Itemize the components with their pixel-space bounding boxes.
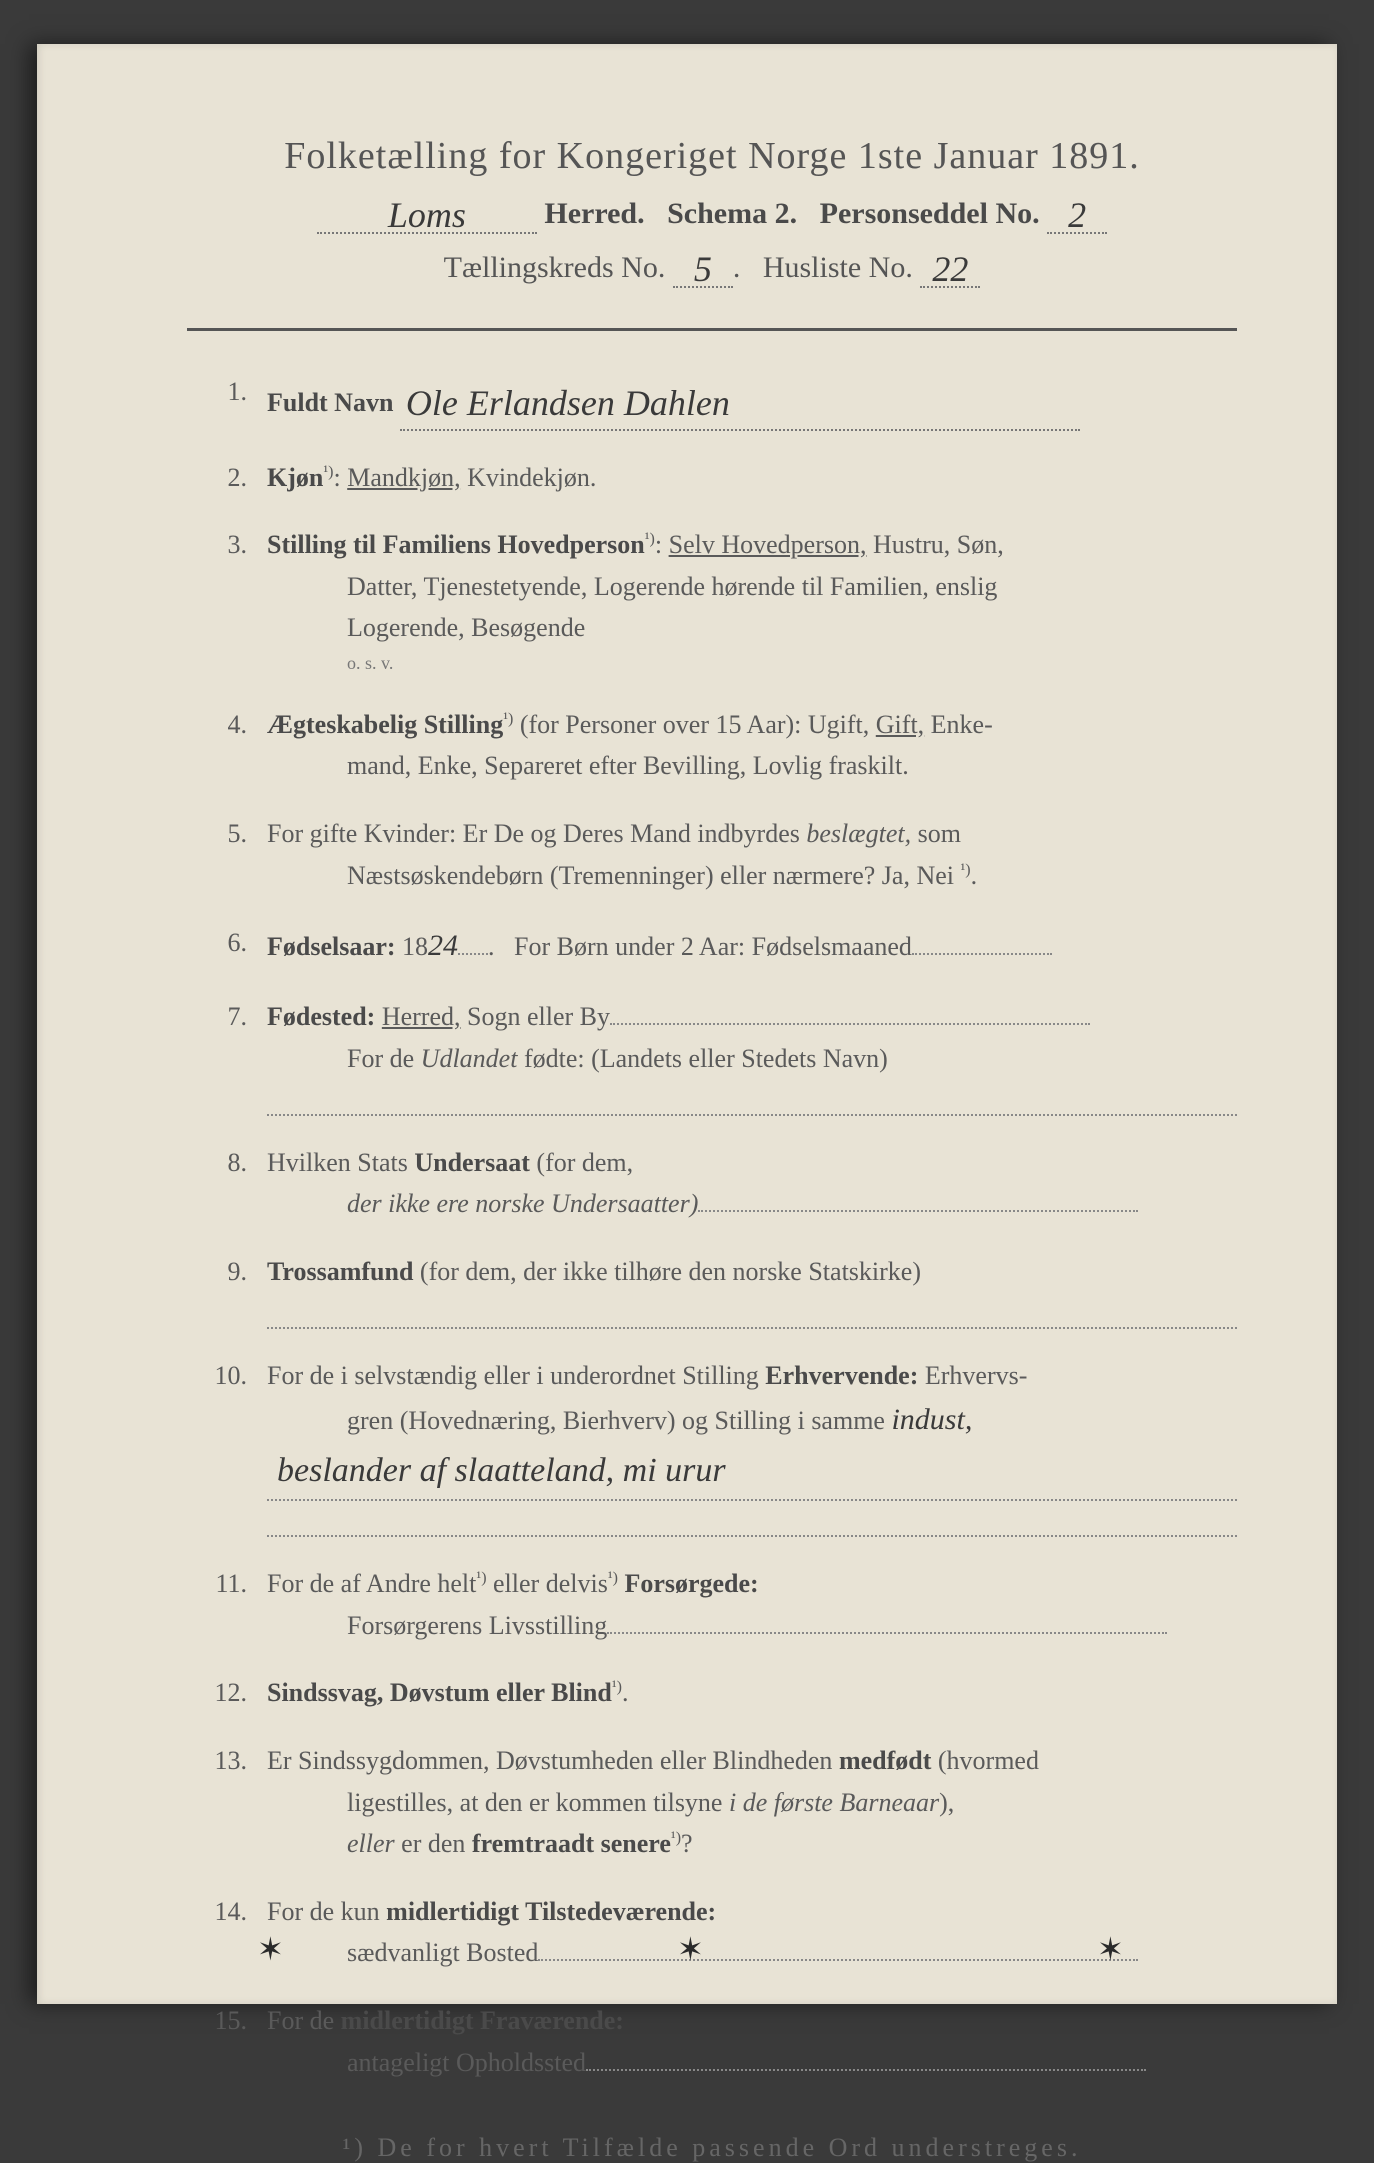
binding-mark-icon: ✶	[257, 1930, 281, 1954]
item-15: 15. For de midlertidigt Fraværende: anta…	[197, 2000, 1237, 2083]
name-field: Ole Erlandsen Dahlen	[400, 371, 1080, 431]
item-7: 7. Fødested: Herred, Sogn eller By For d…	[197, 996, 1237, 1116]
birthplace-selected: Herred,	[382, 1002, 461, 1031]
occupation-hw-2: beslander af slaatteland, mi urur	[267, 1444, 1237, 1500]
form-header: Folketælling for Kongeriget Norge 1ste J…	[187, 134, 1237, 288]
form-body: 1. Fuldt Navn Ole Erlandsen Dahlen 2. Kj…	[187, 371, 1237, 2083]
title-line-2: Loms Herred. Schema 2. Personseddel No. …	[187, 190, 1237, 234]
item-14: 14. For de kun midlertidigt Tilstedevære…	[197, 1891, 1237, 1974]
item-3: 3. Stilling til Familiens Hovedperson¹):…	[197, 524, 1237, 678]
item-5: 5. For gifte Kvinder: Er De og Deres Man…	[197, 813, 1237, 896]
occupation-hw-1: indust,	[891, 1403, 972, 1436]
herred-field: Loms	[317, 190, 537, 234]
item-13: 13. Er Sindssygdommen, Døvstumheden elle…	[197, 1740, 1237, 1865]
main-title: Folketælling for Kongeriget Norge 1ste J…	[187, 134, 1237, 178]
marital-selected: Gift,	[876, 710, 924, 739]
footnote: ¹) De for hvert Tilfælde passende Ord un…	[187, 2133, 1237, 2163]
divider	[187, 328, 1237, 331]
item-12: 12. Sindssvag, Døvstum eller Blind¹).	[197, 1672, 1237, 1714]
item-11: 11. For de af Andre helt¹) eller delvis¹…	[197, 1563, 1237, 1646]
item-1: 1. Fuldt Navn Ole Erlandsen Dahlen	[197, 371, 1237, 431]
gender-selected: Mandkjøn,	[347, 463, 460, 492]
person-no-field: 2	[1047, 190, 1107, 234]
role-selected: Selv Hovedperson,	[669, 530, 867, 559]
binding-mark-icon: ✶	[1097, 1930, 1121, 1954]
kreds-no-field: 5	[673, 244, 733, 288]
item-8: 8. Hvilken Stats Undersaat (for dem, der…	[197, 1142, 1237, 1225]
item-9: 9. Trossamfund (for dem, der ikke tilhør…	[197, 1251, 1237, 1329]
item-4: 4. Ægteskabelig Stilling¹) (for Personer…	[197, 704, 1237, 787]
item-2: 2. Kjøn¹): Mandkjøn, Kvindekjøn.	[197, 457, 1237, 499]
census-form-page: Folketælling for Kongeriget Norge 1ste J…	[37, 44, 1337, 2004]
item-10: 10. For de i selvstændig eller i underor…	[197, 1355, 1237, 1537]
birthyear-hw: 24	[428, 929, 458, 962]
husliste-no-field: 22	[920, 244, 980, 288]
title-line-3: Tællingskreds No. 5. Husliste No. 22	[187, 244, 1237, 288]
binding-mark-icon: ✶	[677, 1930, 701, 1954]
item-6: 6. Fødselsaar: 1824. For Børn under 2 Aa…	[197, 922, 1237, 970]
